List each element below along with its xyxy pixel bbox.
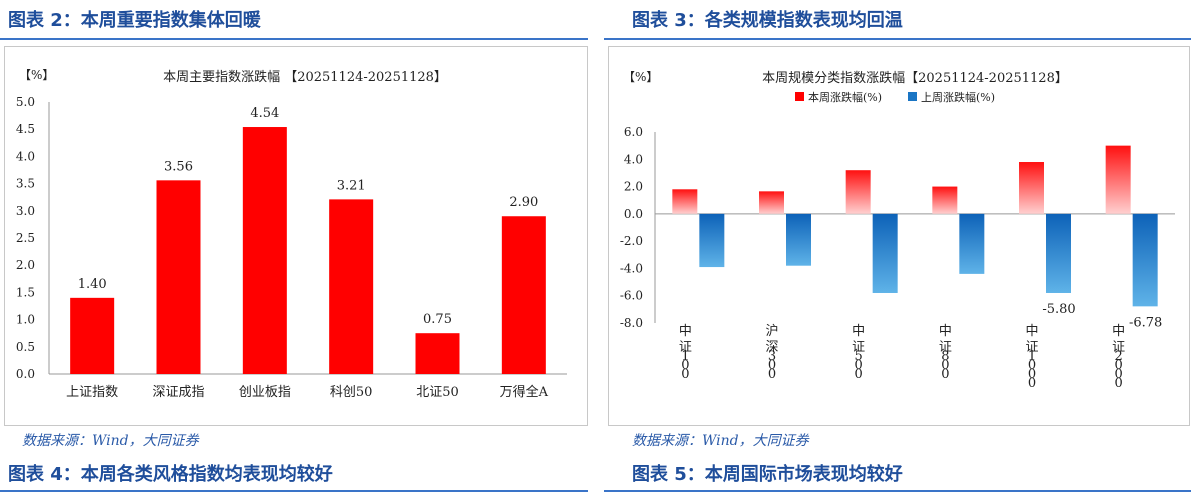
bar-value-label: 0.75: [423, 312, 452, 327]
y-tick-label: -8.0: [620, 316, 643, 330]
bar-this-week: [1019, 162, 1044, 214]
y-tick-label: 0.5: [16, 340, 35, 354]
bar-last-week: [959, 213, 985, 274]
y-axis-unit: 【%】: [623, 70, 658, 84]
chart-title: 本周规模分类指数涨跌幅【20251124-20251128】: [762, 70, 1068, 86]
x-tick-label: 深证成指: [152, 385, 204, 400]
bar-value-label: -6.78: [1129, 315, 1162, 330]
left-figure-title: 图表 2：本周重要指数集体回暖: [8, 10, 261, 31]
x-tick-label: 中证 1 0 0 0: [1025, 324, 1038, 391]
left-header-rule: [0, 38, 588, 40]
right-next-figure-title: 图表 5：本周国际市场表现均较好: [632, 464, 903, 485]
x-tick-label: 创业板指: [239, 385, 291, 400]
y-tick-label: 1.0: [16, 313, 35, 327]
right-figure-title: 图表 3：各类规模指数表现均回温: [632, 10, 903, 31]
size-index-bar-chart: 本周规模分类指数涨跌幅【20251124-20251128】 【%】本周涨跌幅(%…: [620, 70, 1175, 391]
bar-this-week: [932, 186, 958, 214]
x-tick-label: 科创50: [330, 385, 373, 400]
left-source-note: 数据来源：Wind，大同证券: [22, 433, 199, 449]
y-tick-label: 0.0: [16, 367, 35, 381]
x-tick-label: 中证 2 0 0 0: [1112, 324, 1125, 391]
bar-value-label: 3.21: [337, 178, 366, 193]
bar-last-week: [1046, 213, 1071, 293]
right-chart-panel: 本周规模分类指数涨跌幅【20251124-20251128】 【%】本周涨跌幅(%…: [608, 46, 1190, 426]
x-tick-label: 中证 8 0 0: [939, 324, 952, 382]
y-tick-label: 0.0: [624, 207, 643, 221]
x-tick-label: 沪深 3 0 0: [765, 323, 778, 382]
left-chart-panel: 本周主要指数涨跌幅 【20251124-20251128】 【%】 0.0 0.5 1.…: [4, 46, 588, 426]
legend-swatch-this-week: [795, 92, 804, 101]
legend-swatch-last-week: [908, 92, 917, 101]
left-footer-rule: [0, 490, 588, 492]
bar-value-label: -5.80: [1042, 302, 1075, 317]
bar-last-week: [872, 213, 898, 293]
y-tick-label: -4.0: [620, 261, 643, 275]
legend-label-this-week: 本周涨跌幅(%): [808, 90, 882, 104]
bar-last-week: [786, 213, 811, 266]
x-tick-label: 中证 5 0 0: [852, 324, 865, 382]
x-tick-label: 万得全A: [500, 384, 549, 400]
y-tick-label: -6.0: [620, 289, 643, 303]
y-tick-label: 4.5: [16, 122, 35, 136]
bar-value-label: 1.40: [78, 277, 107, 292]
right-header-rule: [604, 38, 1191, 40]
bar-value-label: 3.56: [164, 159, 193, 174]
bar: [501, 216, 546, 374]
y-tick-label: 4.0: [16, 149, 35, 163]
x-tick-label: 北证50: [416, 385, 459, 400]
right-source-note: 数据来源：Wind，大同证券: [632, 433, 809, 449]
bar: [70, 297, 115, 374]
y-tick-label: 2.0: [16, 258, 35, 272]
right-footer-rule: [604, 490, 1191, 492]
bar: [242, 127, 287, 374]
bar-this-week: [759, 191, 784, 214]
bar-value-label: 4.54: [250, 106, 279, 121]
major-index-bar-chart: 本周主要指数涨跌幅 【20251124-20251128】 【%】 0.0 0.5 1.…: [16, 68, 567, 400]
y-axis-unit: 【%】: [19, 68, 54, 82]
bar-last-week: [1132, 213, 1158, 307]
y-tick-label: 6.0: [624, 125, 643, 139]
y-tick-label: 5.0: [16, 95, 35, 109]
bar: [156, 180, 201, 374]
x-tick-label: 上证指数: [66, 385, 118, 400]
y-tick-label: 1.5: [16, 285, 35, 299]
y-tick-label: -2.0: [620, 234, 643, 248]
bar-this-week: [845, 170, 871, 214]
bar-last-week: [699, 213, 725, 268]
bar-this-week: [1105, 145, 1131, 214]
bar-value-label: 2.90: [509, 195, 538, 210]
y-tick-label: 2.0: [624, 180, 643, 194]
y-tick-label: 2.5: [16, 231, 35, 245]
chart-title: 本周主要指数涨跌幅 【20251124-20251128】: [163, 69, 447, 85]
x-tick-label: 中证 1 0 0: [679, 324, 692, 382]
y-tick-label: 3.0: [16, 204, 35, 218]
bar-this-week: [672, 189, 698, 214]
left-next-figure-title: 图表 4：本周各类风格指数均表现均较好: [8, 464, 333, 485]
y-tick-label: 4.0: [624, 152, 643, 166]
bar: [415, 333, 460, 374]
bar: [329, 199, 374, 374]
legend-label-last-week: 上周涨跌幅(%): [921, 90, 995, 104]
y-tick-label: 3.5: [16, 177, 35, 191]
